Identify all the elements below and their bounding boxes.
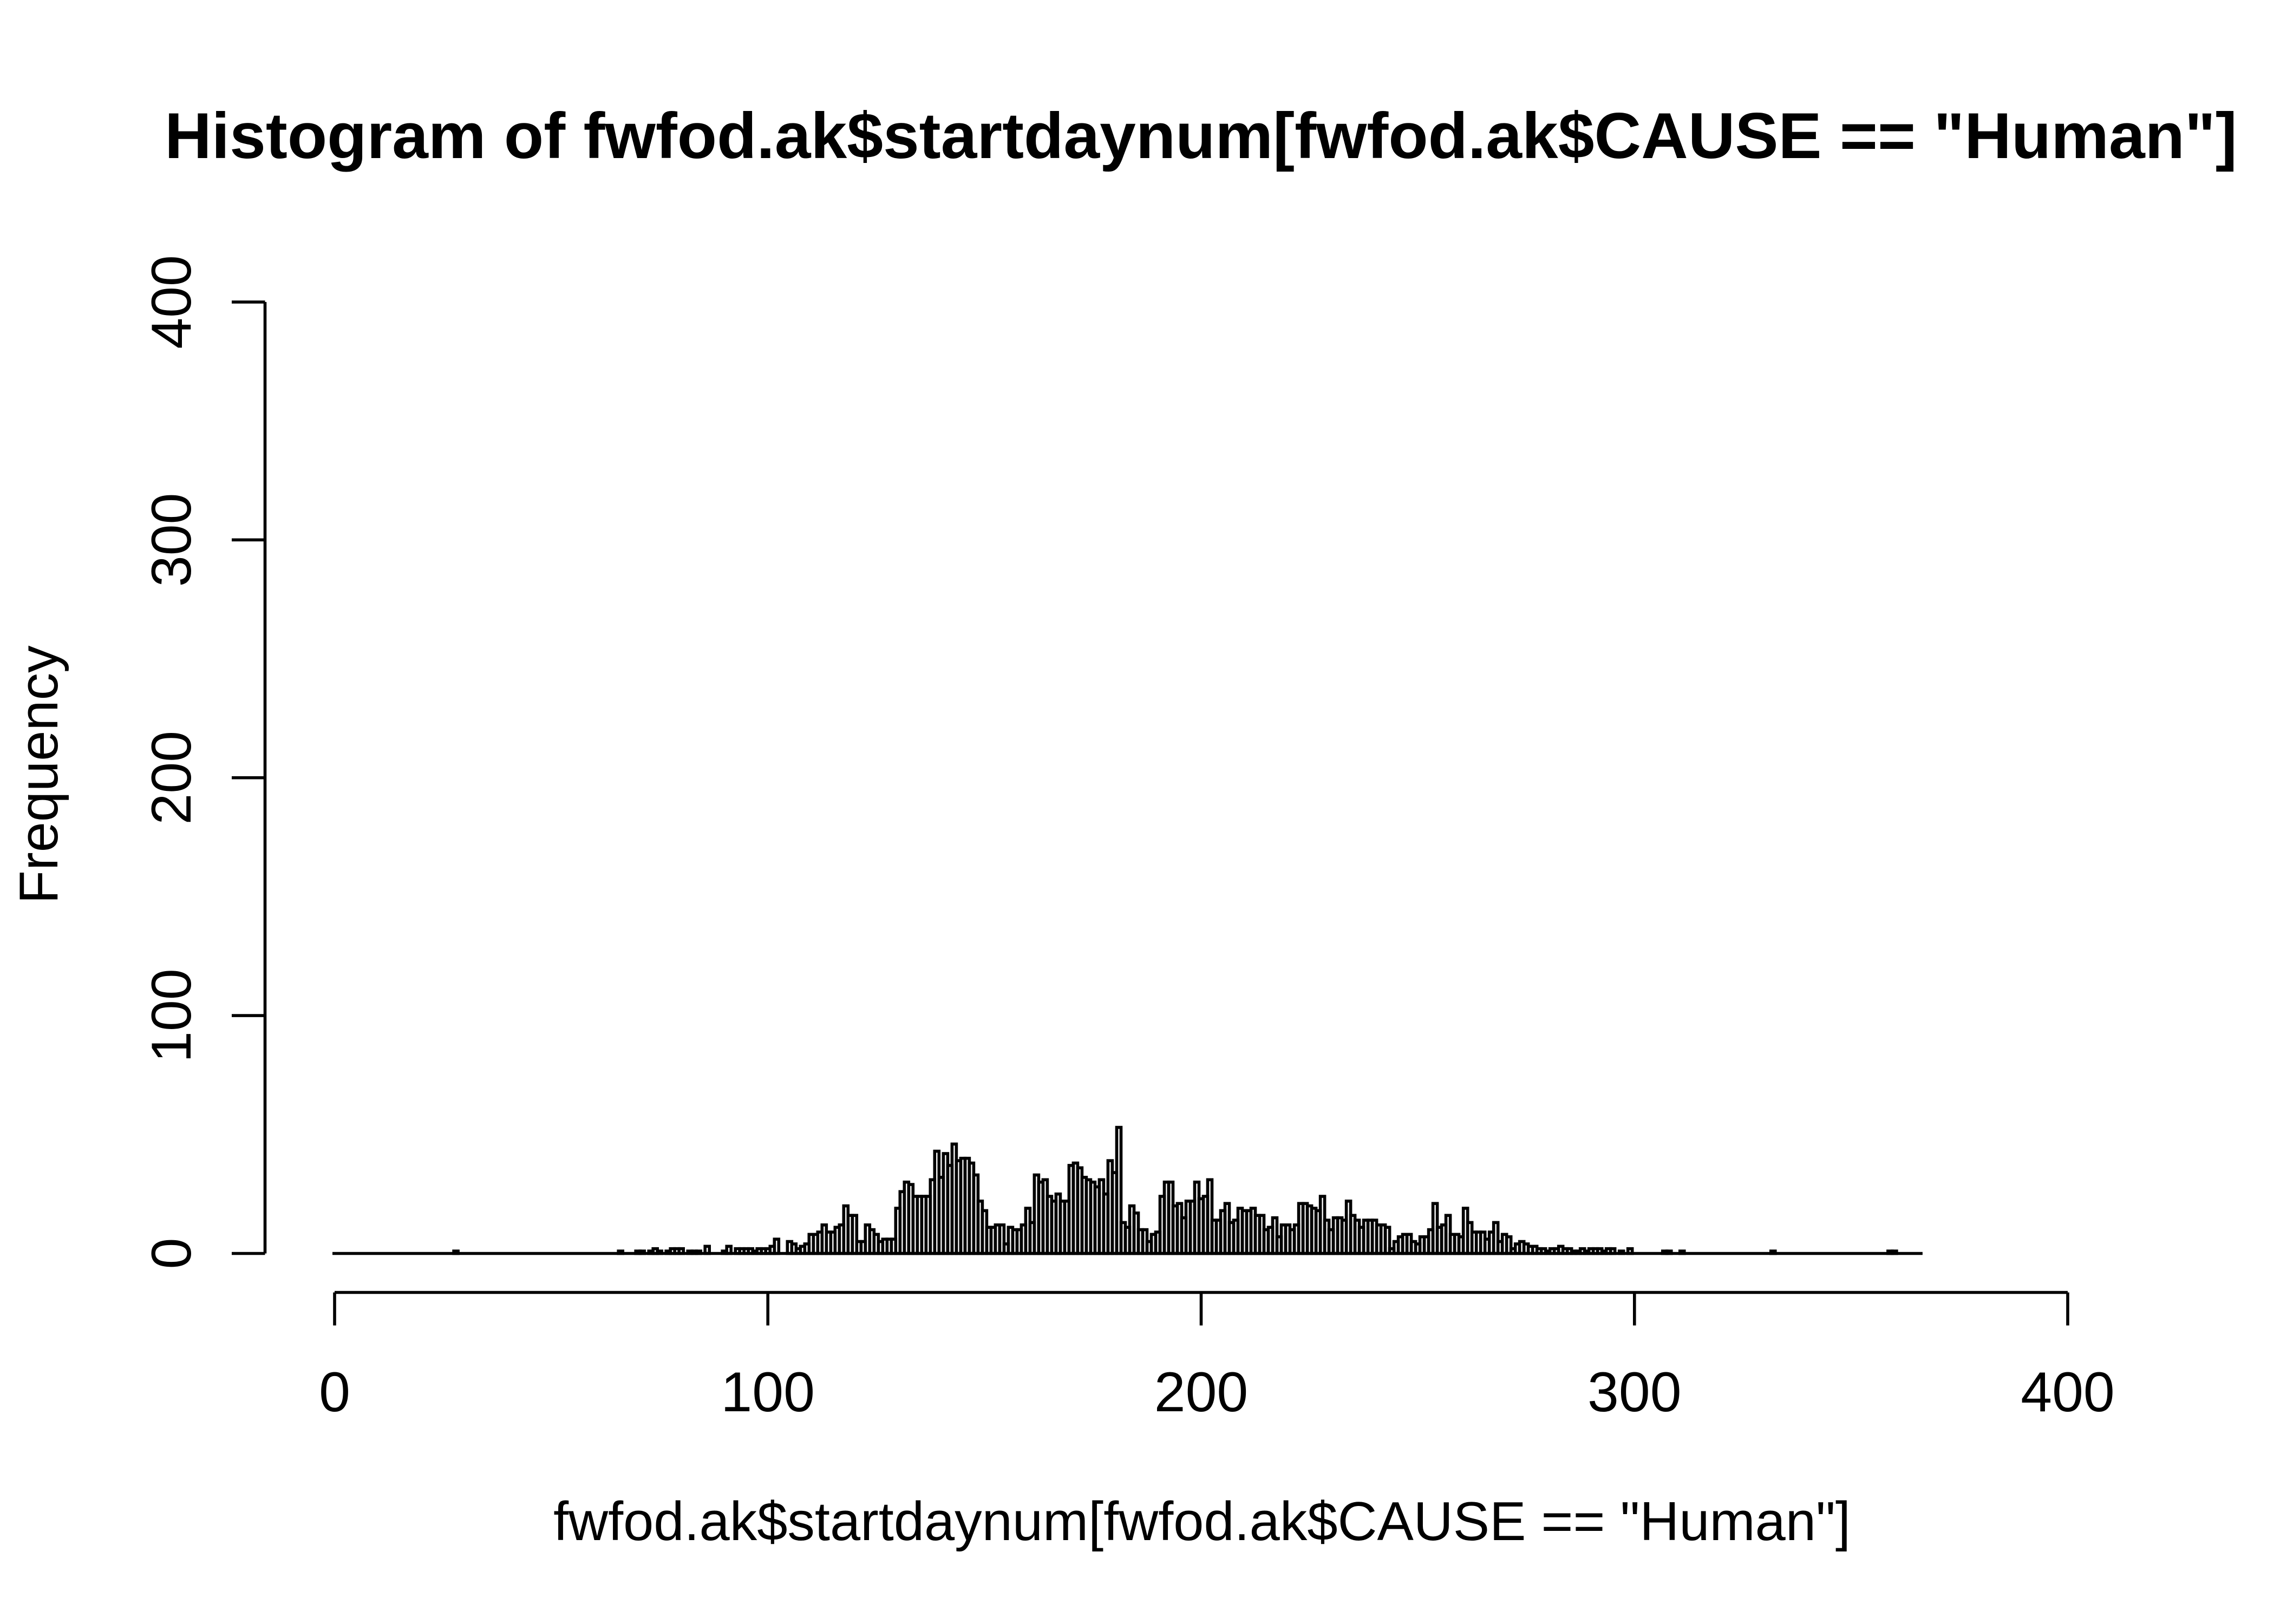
svg-text:Frequency: Frequency	[9, 645, 69, 904]
svg-text:100: 100	[721, 1361, 815, 1424]
svg-text:100: 100	[140, 968, 203, 1063]
svg-text:400: 400	[2021, 1361, 2115, 1424]
svg-text:300: 300	[1587, 1361, 1682, 1424]
svg-text:0: 0	[140, 1238, 203, 1269]
svg-text:200: 200	[140, 731, 203, 825]
svg-text:200: 200	[1154, 1361, 1249, 1424]
svg-text:Histogram of fwfod.ak$startday: Histogram of fwfod.ak$startdaynum[fwfod.…	[165, 100, 2237, 172]
svg-text:400: 400	[140, 255, 203, 349]
svg-text:0: 0	[319, 1361, 350, 1424]
svg-text:fwfod.ak$startdaynum[fwfod.ak$: fwfod.ak$startdaynum[fwfod.ak$CAUSE == "…	[553, 1491, 1851, 1552]
svg-text:300: 300	[140, 493, 203, 587]
